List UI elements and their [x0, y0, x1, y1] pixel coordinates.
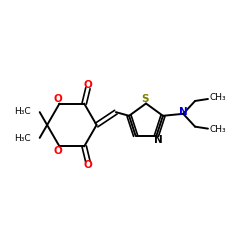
Text: N: N [179, 107, 188, 117]
Text: O: O [84, 160, 92, 170]
Text: CH₃: CH₃ [209, 93, 226, 102]
Text: H₃C: H₃C [14, 107, 30, 116]
Text: O: O [84, 80, 92, 90]
Text: O: O [54, 146, 62, 156]
Text: N: N [154, 135, 163, 145]
Text: S: S [141, 94, 148, 104]
Text: H₃C: H₃C [14, 134, 30, 143]
Text: CH₃: CH₃ [209, 126, 226, 134]
Text: O: O [54, 94, 63, 104]
